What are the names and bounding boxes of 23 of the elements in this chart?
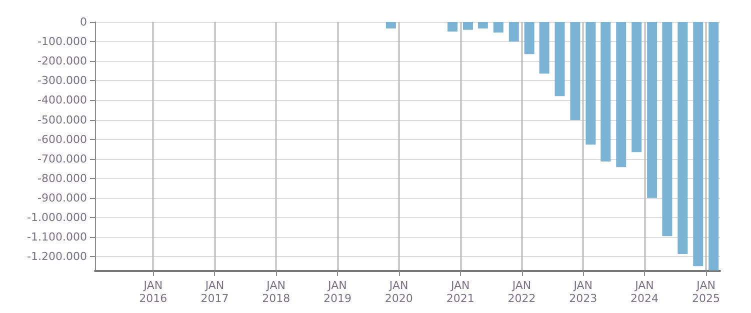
y-tick-label: -700.000	[38, 152, 87, 166]
x-tick-label: JAN 2018	[262, 279, 290, 305]
y-tick-label: -500.000	[38, 113, 87, 126]
y-tick-label: -300.000	[38, 74, 87, 88]
x-tick-label: JAN 2019	[323, 279, 352, 305]
y-tick-label: -900.000	[38, 192, 87, 205]
x-tick-label: JAN 2021	[446, 279, 474, 305]
x-tick-label: JAN 2020	[384, 279, 413, 305]
y-tick-label: -1.100.000	[27, 230, 87, 244]
y-tick-label: -600.000	[38, 132, 87, 146]
x-tick-label: JAN 2016	[139, 279, 168, 305]
y-tick-label: -200.000	[38, 54, 87, 68]
y-tick-label: -1.000.000	[27, 211, 87, 224]
y-tick-label: -800.000	[38, 172, 87, 185]
y-tick-label: -400.000	[38, 94, 87, 107]
x-tick-label: JAN 2022	[508, 279, 536, 305]
y-tick-label: -1.200.000	[27, 250, 87, 264]
y-tick-label: -100.000	[38, 35, 87, 48]
x-tick-label: JAN 2024	[630, 279, 658, 305]
y-tick-label: 0	[80, 16, 87, 28]
x-tick-label: JAN 2017	[200, 279, 229, 305]
x-tick-label: JAN 2025	[692, 279, 720, 305]
x-tick-label: JAN 2023	[569, 279, 598, 305]
